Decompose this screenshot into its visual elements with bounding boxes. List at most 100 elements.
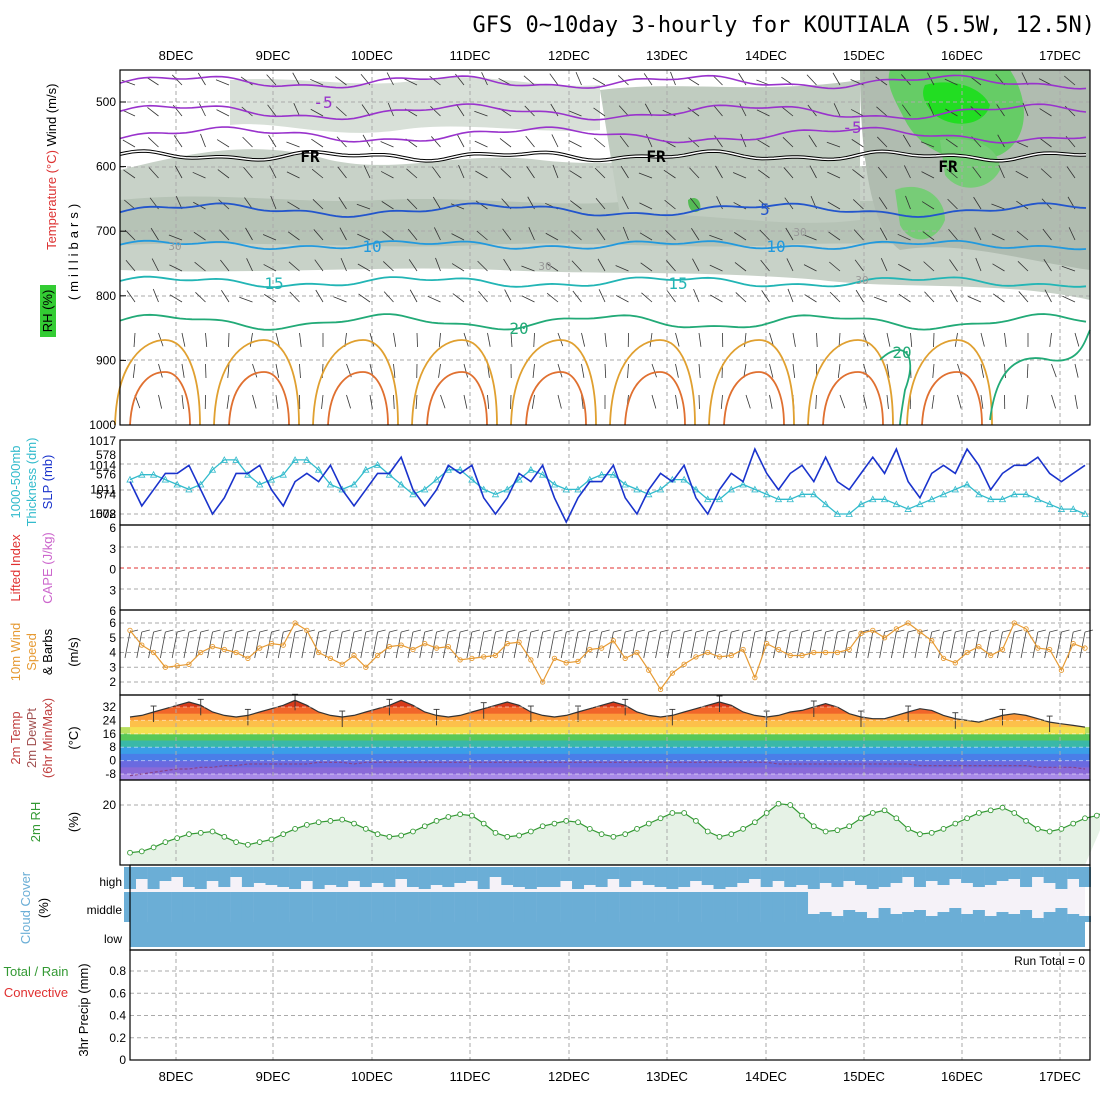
wind-barb [853,229,864,241]
cloud-middle-bar [642,892,655,922]
top-date-label: 9DEC [256,48,291,63]
wind-barb [477,260,488,272]
wind-barb [997,631,1003,659]
wind-barb [1074,332,1080,347]
wind-speed-marker [764,641,770,647]
cloud-middle-bar [595,892,608,922]
top-date-label: 11DEC [450,48,491,63]
rh-marker [1046,828,1053,835]
cloud-middle-bar [819,912,832,922]
wind-barb [406,168,418,179]
cloud-high-bar [878,867,891,887]
wind-barb [487,394,490,409]
wind-barb [643,631,650,659]
wind-barb [220,259,230,272]
temperature-contour [426,371,488,426]
cloud-middle-bar [159,892,172,922]
wind-barb [638,172,653,179]
wind-barb-flag [896,629,905,633]
wind-barb [691,228,700,241]
wind-barb [947,198,958,210]
precip-label-b: Convective [4,985,68,1000]
cloud-high-bar [442,867,455,887]
wind-barb [275,394,279,409]
wind-barb-flag [613,629,622,633]
wind-barb [551,134,559,148]
temperature-contour [114,339,201,426]
wind-barb [678,631,685,659]
thickness-tick-label: 578 [96,448,116,462]
wind-barb [289,291,300,303]
wind-barb [456,104,465,117]
cloud-middle-bar [312,892,325,922]
rh-grid [120,780,1090,865]
rh-marker [528,828,534,835]
wind-barb-flag [448,629,457,633]
wind-barb [168,234,183,241]
wind-barb [997,134,1005,148]
contour-label: 20 [892,343,911,362]
rh-marker [315,819,322,826]
thickness-marker [798,490,806,498]
thickness-marker [208,465,217,473]
wind-barb [1044,631,1051,659]
wind-barb-flag [518,629,528,633]
cloud-high-bar [194,867,207,889]
wind-barb [569,170,582,179]
rh-green-patch [923,82,990,124]
wind-barb [335,106,347,117]
wind-barb [617,75,629,86]
thickness-marker [432,475,441,483]
wind-barb [407,228,418,241]
precip-tick-label: 0.4 [109,1009,126,1023]
wind-barb [246,258,253,272]
wind-barb [709,234,723,241]
cloud-middle-bar [984,916,997,922]
thickness-marker [833,510,842,517]
rh-marker [622,831,629,838]
contour-label: -5 [313,93,332,112]
cloud-high-bar [913,867,926,887]
wind-barb [174,165,183,179]
wind-barb [980,363,985,378]
thickness-marker [385,470,394,478]
cloud-high-bar [241,867,254,887]
wind-barb [1064,105,1076,117]
cloud-high-bar [430,867,443,885]
wind-speed-marker [363,664,369,670]
rh-marker [822,828,829,835]
wind-speed-marker [881,635,888,641]
rh-marker [869,810,876,816]
rh-marker [905,825,911,832]
rh-marker [763,810,770,816]
wind-barb [1056,631,1062,659]
top-date-label: 13DEC [646,48,688,63]
wind-barb-flag [424,629,433,633]
wind-label-d: (m/s) [66,637,81,667]
temperature-contour [213,339,300,426]
rh-marker [292,825,298,832]
cloud-high-bar [300,867,313,881]
rh-marker [516,832,522,839]
wind-barb [356,203,371,210]
wind-barb [1039,108,1052,117]
wind-barb [546,262,559,272]
pressure-tick-label: 800 [96,289,116,303]
wind-speed-marker [929,638,935,644]
wind-barb-flag [342,629,351,633]
wind-speed-marker [398,642,404,648]
wind-barb [756,109,770,117]
cloud-high-bar [796,867,809,885]
chart-title: GFS 0~10day 3-hourly for KOUTIALA (5.5W,… [472,13,1095,38]
rh-legend-swatch [40,285,56,337]
wind-barb [855,631,862,659]
cape-tick-label: 6 [109,604,116,618]
cloud-middle-bar [748,892,761,922]
wind-barb [827,201,841,210]
rh-marker [586,825,593,832]
wind-barb [262,234,277,241]
thickness-marker [480,485,488,493]
wind-speed-marker [492,652,499,659]
bottom-date-label: 16DEC [941,1069,983,1084]
